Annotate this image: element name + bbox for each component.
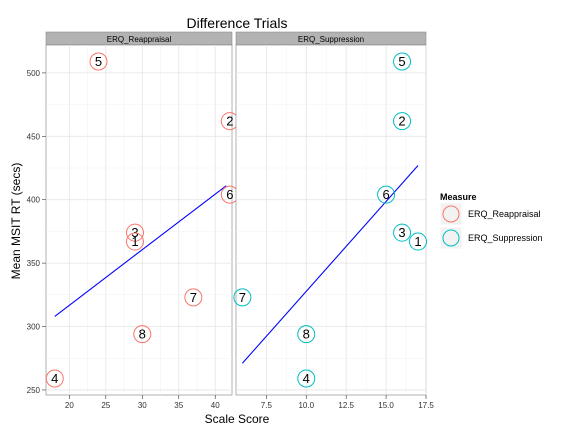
data-point-label: 7 [190, 290, 197, 305]
y-tick-label: 400 [27, 196, 41, 205]
data-point-label: 4 [303, 371, 310, 386]
chart-title: Difference Trials [187, 15, 288, 31]
data-point-marker [377, 185, 396, 204]
data-point-marker [184, 288, 203, 307]
data-point-marker [409, 232, 428, 251]
y-tick-label: 500 [27, 69, 41, 78]
y-tick-label: 250 [27, 386, 41, 395]
data-point-label: 3 [398, 225, 405, 240]
regression-line [241, 165, 419, 364]
facet-panel-background [45, 44, 233, 396]
data-point-label: 2 [398, 114, 405, 129]
data-point-marker [45, 369, 64, 388]
y-tick-label: 300 [27, 323, 41, 332]
data-point-label: 6 [226, 187, 233, 202]
y-tick-label: 350 [27, 259, 41, 268]
regression-line [54, 185, 227, 317]
x-tick-label: 12.5 [338, 401, 354, 410]
data-point-label: 5 [95, 54, 102, 69]
legend: Measure ERQ_Reappraisal ERQ_Suppression [439, 192, 543, 250]
data-point-label: 2 [226, 114, 233, 129]
data-point-marker [393, 52, 412, 71]
x-tick-label: 20 [65, 401, 74, 410]
x-tick-label: 40 [211, 401, 220, 410]
data-point-marker [297, 325, 316, 344]
legend-key-marker [442, 229, 460, 247]
data-point-label: 7 [239, 290, 246, 305]
data-point-marker [393, 112, 412, 131]
x-tick-label: 25 [101, 401, 110, 410]
data-point-label: 4 [51, 371, 58, 386]
data-point-label: 1 [414, 234, 421, 249]
data-point-label: 5 [398, 54, 405, 69]
x-tick-label: 7.5 [261, 401, 273, 410]
facet-strip-label: ERQ_Reappraisal [107, 35, 172, 44]
x-axis-label: Scale Score [205, 412, 270, 426]
x-tick-label: 35 [174, 401, 183, 410]
data-point-marker [233, 288, 252, 307]
x-tick-label: 17.5 [418, 401, 434, 410]
x-tick-label: 30 [138, 401, 147, 410]
facet-panel-background [235, 44, 427, 396]
data-point-marker [125, 223, 144, 242]
data-point-label: 8 [139, 327, 146, 342]
y-tick-label: 450 [27, 132, 41, 141]
facet-strip-label: ERQ_Suppression [298, 35, 364, 44]
legend-title: Measure [440, 192, 477, 202]
data-point-marker [125, 232, 144, 251]
legend-key-marker [442, 205, 460, 223]
legend-entry-label: ERQ_Suppression [468, 233, 543, 243]
data-point-marker [393, 223, 412, 242]
data-point-label: 1 [131, 234, 138, 249]
data-point-marker [297, 369, 316, 388]
x-tick-label: 10.0 [298, 401, 314, 410]
data-point-marker [133, 325, 152, 344]
facet-panel: ERQ_Suppression 7.5 10.0 12.5 15.0 17.5 5 2 6 31 7… [233, 31, 434, 410]
data-point-marker [89, 52, 108, 71]
data-point-label: 6 [382, 187, 389, 202]
data-point-label: 8 [303, 327, 310, 342]
legend-entry-label: ERQ_Reappraisal [468, 209, 541, 219]
y-axis-label: Mean MSIT RT (secs) [9, 163, 23, 280]
x-tick-label: 15.0 [378, 401, 394, 410]
